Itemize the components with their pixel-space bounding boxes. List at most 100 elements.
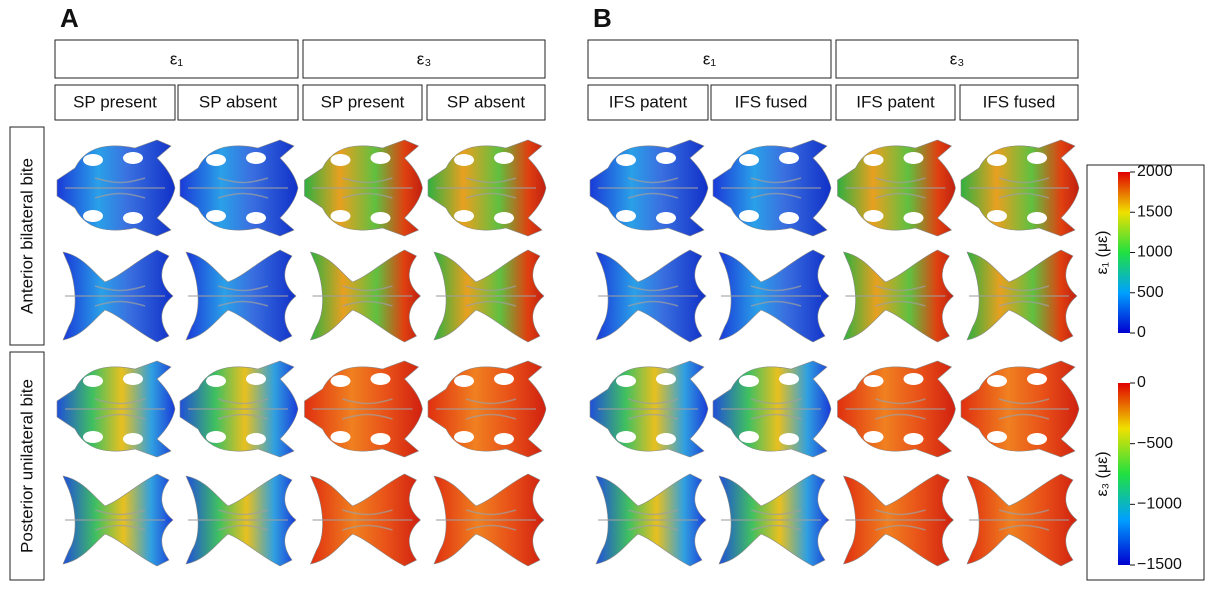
colorbar-tick-label: 1000: [1137, 244, 1173, 261]
model-ridge: [969, 177, 1069, 199]
model-hole: [83, 431, 103, 443]
column-header-box: [177, 84, 299, 121]
colorbar-tick-label: −1500: [1137, 556, 1182, 573]
model-ridge: [721, 509, 821, 531]
model-hole: [616, 431, 636, 443]
model-hole: [863, 154, 884, 166]
model-image: [595, 473, 707, 567]
model-hole: [370, 373, 391, 385]
model-image: [712, 360, 832, 458]
model-ridge: [721, 285, 821, 307]
model-hole: [123, 373, 143, 385]
model-hole: [779, 212, 799, 224]
model-ridge: [65, 285, 165, 307]
model-ridge: [312, 509, 413, 531]
model-hole: [206, 154, 226, 166]
model-ridge: [312, 177, 413, 199]
model-hole: [206, 210, 226, 222]
model-ridge: [845, 398, 946, 420]
model-image: [185, 249, 297, 343]
model-hole: [863, 431, 884, 443]
model-hole: [903, 212, 924, 224]
column-header-box: [959, 84, 1079, 121]
model-ridge: [436, 177, 536, 199]
column-header: IFS patent: [856, 92, 935, 111]
colorbar: [1118, 383, 1130, 565]
model-image: [309, 473, 421, 567]
model-ridge: [436, 285, 536, 307]
model-hole: [123, 152, 143, 164]
row-label: Posterior unilateral bite: [17, 379, 36, 553]
colorbar-tick-label: 1500: [1137, 203, 1173, 220]
model-hole: [779, 152, 799, 164]
model-ridge: [188, 285, 288, 307]
model-hole: [656, 433, 676, 445]
model-image: [960, 360, 1080, 458]
model-ridge: [598, 509, 698, 531]
column-header: SP absent: [199, 92, 277, 111]
model-ridge: [721, 177, 821, 199]
model-ridge: [598, 285, 698, 307]
model-image: [837, 139, 956, 237]
group-header: ε₁: [170, 49, 184, 68]
model-ridge: [65, 177, 165, 199]
model-hole: [739, 375, 759, 387]
model-hole: [987, 431, 1007, 443]
model-image: [433, 249, 545, 343]
model-hole: [1027, 373, 1047, 385]
model-hole: [656, 152, 676, 164]
model-image: [842, 249, 954, 343]
colorbar-label: ε₁ (με): [1094, 231, 1111, 275]
model-hole: [863, 375, 884, 387]
model-hole: [739, 210, 759, 222]
model-hole: [454, 154, 474, 166]
model-hole: [494, 433, 514, 445]
model-image: [179, 139, 299, 237]
model-hole: [903, 373, 924, 385]
column-header: SP present: [321, 92, 405, 111]
model-hole: [123, 212, 143, 224]
model-ridge: [845, 177, 946, 199]
model-hole: [330, 431, 351, 443]
panel-label: A: [60, 3, 79, 33]
model-hole: [246, 433, 266, 445]
model-image: [56, 360, 176, 458]
group-header-box: [54, 39, 299, 79]
model-image: [960, 139, 1080, 237]
row-label-box: [9, 351, 45, 581]
legend-box: [1086, 164, 1205, 581]
model-image: [589, 360, 709, 458]
model-hole: [903, 152, 924, 164]
column-header: IFS patent: [609, 92, 688, 111]
model-hole: [863, 210, 884, 222]
model-hole: [330, 210, 351, 222]
column-header: SP absent: [447, 92, 525, 111]
model-hole: [739, 154, 759, 166]
model-ridge: [436, 398, 536, 420]
group-header-box: [302, 39, 546, 79]
model-image: [433, 473, 545, 567]
model-ridge: [188, 509, 288, 531]
model-hole: [494, 212, 514, 224]
model-hole: [494, 373, 514, 385]
colorbar-tick-label: 0: [1137, 324, 1146, 341]
model-hole: [616, 210, 636, 222]
model-hole: [1027, 433, 1047, 445]
model-image: [179, 360, 299, 458]
model-ridge: [188, 398, 288, 420]
model-image: [718, 473, 830, 567]
model-hole: [656, 373, 676, 385]
model-hole: [454, 431, 474, 443]
column-header-box: [587, 84, 709, 121]
model-ridge: [969, 398, 1069, 420]
model-hole: [656, 212, 676, 224]
model-hole: [330, 154, 351, 166]
model-hole: [494, 152, 514, 164]
model-image: [56, 139, 176, 237]
model-hole: [246, 212, 266, 224]
model-image: [62, 473, 174, 567]
model-ridge: [65, 509, 165, 531]
column-header: IFS fused: [735, 92, 808, 111]
model-hole: [739, 431, 759, 443]
model-ridge: [65, 398, 165, 420]
